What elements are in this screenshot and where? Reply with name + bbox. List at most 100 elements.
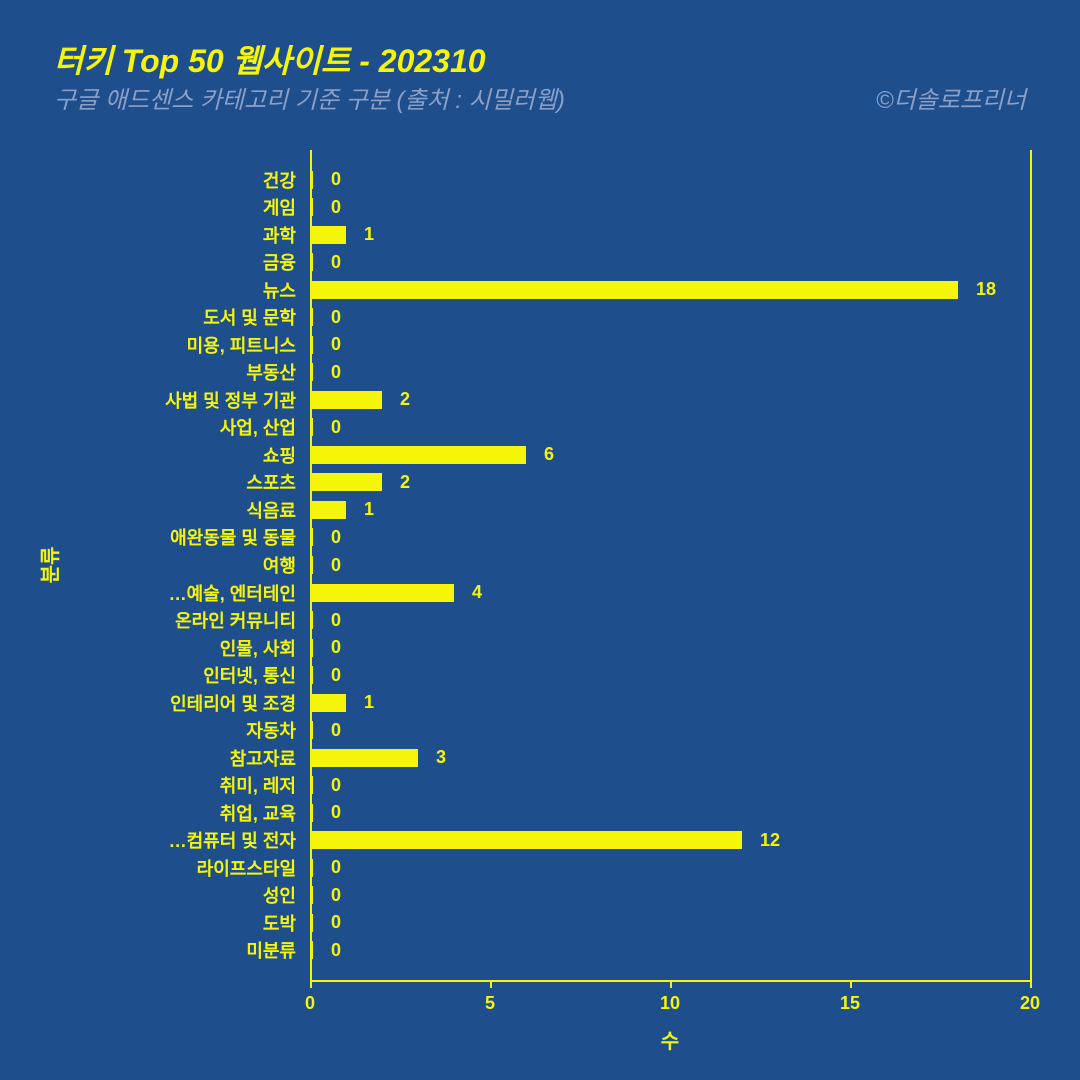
bar-row: 인테리어 및 조경1	[310, 694, 374, 712]
x-tick-mark	[850, 980, 852, 988]
value-label: 0	[331, 555, 341, 576]
value-label: 0	[331, 802, 341, 823]
x-tick-mark	[1030, 980, 1032, 988]
category-label: 예술, 엔터테인…	[169, 580, 296, 606]
value-label: 0	[331, 362, 341, 383]
x-tick-label: 20	[1020, 993, 1040, 1014]
x-tick-label: 10	[660, 993, 680, 1014]
bar	[310, 336, 313, 354]
plot-area: 분류 수 05101520건강0게임0과학1금융0뉴스18도서 및 문학0미용,…	[310, 150, 1030, 980]
bar	[310, 584, 454, 602]
bar-row: 게임0	[310, 198, 341, 216]
value-label: 18	[976, 279, 996, 300]
bar	[310, 804, 313, 822]
bar-row: 금융0	[310, 253, 341, 271]
category-label: 부동산	[246, 359, 296, 385]
bar-row: 인물, 사회0	[310, 639, 341, 657]
value-label: 3	[436, 747, 446, 768]
x-tick-label: 0	[305, 993, 315, 1014]
value-label: 0	[331, 775, 341, 796]
value-label: 1	[364, 692, 374, 713]
category-label: 게임	[263, 194, 296, 220]
bar-row: 식음료1	[310, 501, 374, 519]
value-label: 0	[331, 527, 341, 548]
bar	[310, 473, 382, 491]
category-label: 참고자료	[230, 745, 296, 771]
category-label: 인터넷, 통신	[203, 662, 296, 688]
value-label: 0	[331, 334, 341, 355]
bar-row: 컴퓨터 및 전자…12	[310, 831, 780, 849]
value-label: 0	[331, 197, 341, 218]
category-label: 도서 및 문학	[203, 304, 296, 330]
bar-row: 인터넷, 통신0	[310, 666, 341, 684]
bar	[310, 253, 313, 271]
category-label: 온라인 커뮤니티	[175, 607, 296, 633]
value-label: 0	[331, 912, 341, 933]
x-tick-mark	[670, 980, 672, 988]
category-label: 미용, 피트니스	[187, 332, 296, 358]
category-label: 쇼핑	[263, 442, 296, 468]
bar	[310, 776, 313, 794]
bar-row: 미용, 피트니스0	[310, 336, 341, 354]
category-label: 식음료	[246, 497, 296, 523]
bar-row: 부동산0	[310, 363, 341, 381]
x-tick-label: 15	[840, 993, 860, 1014]
bar	[310, 886, 313, 904]
bar	[310, 749, 418, 767]
value-label: 0	[331, 252, 341, 273]
bar-row: 도서 및 문학0	[310, 308, 341, 326]
value-label: 6	[544, 444, 554, 465]
category-label: 자동차	[246, 717, 296, 743]
value-label: 0	[331, 307, 341, 328]
category-label: 컴퓨터 및 전자…	[169, 827, 296, 853]
bar	[310, 639, 313, 657]
bar-row: 건강0	[310, 171, 341, 189]
bar	[310, 556, 313, 574]
value-label: 4	[472, 582, 482, 603]
bar	[310, 226, 346, 244]
bar	[310, 171, 313, 189]
value-label: 2	[400, 472, 410, 493]
bar	[310, 308, 313, 326]
category-label: 건강	[263, 167, 296, 193]
x-axis-label: 수	[661, 1025, 679, 1054]
value-label: 12	[760, 830, 780, 851]
value-label: 0	[331, 665, 341, 686]
bar-row: 성인0	[310, 886, 341, 904]
bar	[310, 666, 313, 684]
bar-row: 사업, 산업0	[310, 418, 341, 436]
bar-row: 도박0	[310, 914, 341, 932]
category-label: 과학	[263, 222, 296, 248]
category-label: 사법 및 정부 기관	[165, 387, 296, 413]
bar-row: 라이프스타일0	[310, 859, 341, 877]
value-label: 0	[331, 610, 341, 631]
category-label: 도박	[263, 910, 296, 936]
x-tick-label: 5	[485, 993, 495, 1014]
category-label: 뉴스	[263, 277, 296, 303]
value-label: 0	[331, 940, 341, 961]
bar-row: 취미, 레저0	[310, 776, 341, 794]
bar	[310, 363, 313, 381]
bar	[310, 611, 313, 629]
bar-row: 참고자료3	[310, 749, 446, 767]
bar-row: 과학1	[310, 226, 374, 244]
bar	[310, 528, 313, 546]
bar	[310, 721, 313, 739]
category-label: 사업, 산업	[220, 414, 296, 440]
bar-row: 쇼핑6	[310, 446, 554, 464]
bar	[310, 418, 313, 436]
bar-row: 여행0	[310, 556, 341, 574]
bar-row: 뉴스18	[310, 281, 996, 299]
value-label: 0	[331, 857, 341, 878]
category-label: 성인	[263, 882, 296, 908]
value-label: 2	[400, 389, 410, 410]
value-label: 1	[364, 499, 374, 520]
x-tick-mark	[310, 980, 312, 988]
chart-canvas: 터키 Top 50 웹사이트 - 202310 구글 애드센스 카테고리 기준 …	[0, 0, 1080, 1080]
bar	[310, 941, 313, 959]
value-label: 0	[331, 637, 341, 658]
y-axis-label: 분류	[34, 547, 63, 584]
bar	[310, 198, 313, 216]
value-label: 1	[364, 224, 374, 245]
bar-row: 미분류0	[310, 941, 341, 959]
